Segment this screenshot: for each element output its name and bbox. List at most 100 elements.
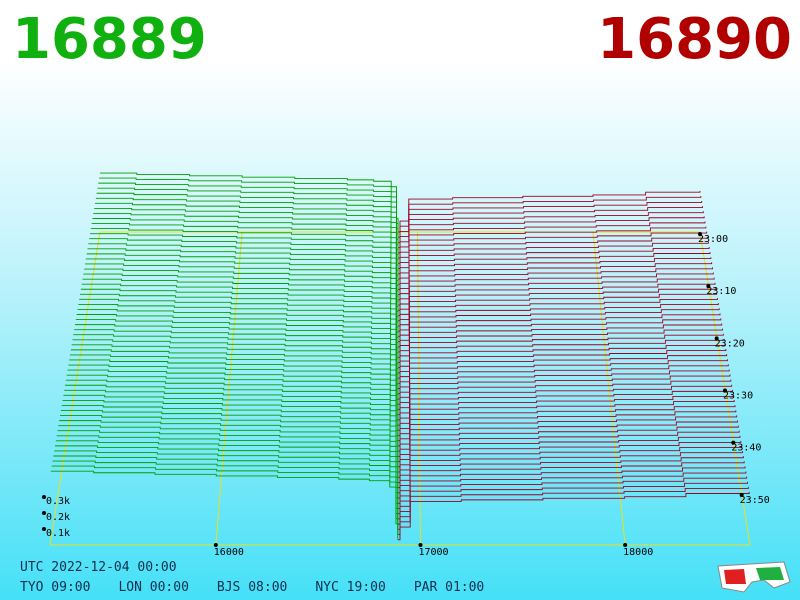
ask-depth-line (398, 349, 727, 395)
ask-depth-line (398, 430, 740, 478)
ask-depth-line (398, 354, 728, 400)
ask-depth-line (398, 328, 723, 374)
bid-depth-line (55, 445, 399, 514)
ask-depth-line (398, 231, 708, 275)
bid-depth-line (62, 399, 399, 467)
ask-depth-line (398, 318, 722, 363)
bid-depth-line (90, 233, 399, 295)
z-tick-dot (42, 511, 46, 515)
ask-depth-line (398, 211, 704, 254)
ask-depth-line (398, 323, 723, 369)
bid-depth-line (90, 228, 399, 290)
ask-depth-line (398, 400, 735, 447)
ask-depth-line (398, 226, 707, 269)
ask-depth-line (398, 236, 708, 280)
ask-depth-line (398, 379, 732, 426)
zone-time: LON 00:00 (118, 580, 189, 595)
ask-depth-line (397, 476, 748, 525)
ask-depth-line (398, 338, 725, 384)
ask-depth-line (398, 415, 738, 462)
bid-depth-line (60, 415, 399, 483)
ask-depth-line (398, 267, 713, 311)
bid-depth-line (97, 187, 399, 248)
ask-depth-line (398, 420, 738, 468)
ask-depth-line (398, 272, 714, 316)
bid-depth-line (70, 354, 399, 420)
bid-depth-line (98, 182, 399, 243)
bid-depth-line (95, 202, 399, 264)
bid-depth-line (94, 207, 399, 269)
bid-depth-line (75, 324, 399, 389)
ask-price: 16890 (597, 7, 792, 72)
ask-depth-line (398, 445, 743, 494)
utc-time: UTC 2022-12-04 00:00 (20, 560, 177, 575)
ask-depth-line (398, 389, 733, 436)
bid-depth-line (54, 450, 399, 519)
ask-depth-line (398, 216, 705, 259)
ask-depth-line (398, 394, 734, 442)
bid-depth-line (66, 374, 399, 441)
ask-depth-line (398, 252, 711, 296)
bid-depth-line (52, 460, 399, 530)
bid-depth-line (85, 263, 399, 326)
bid-depth-line (67, 369, 399, 436)
x-tick-label: 16000 (214, 547, 244, 558)
bid-depth-line (93, 213, 399, 274)
bid-depth-line (91, 223, 399, 285)
bid-depth-line (89, 238, 399, 300)
ask-depth-line (398, 277, 715, 322)
ask-depth-line (398, 374, 731, 421)
ask-depth-line (398, 287, 717, 332)
time-tick-dot (723, 388, 727, 393)
bid-depth-line (80, 288, 399, 352)
bid-depth-line (59, 420, 399, 488)
bid-depth-line (55, 440, 399, 509)
bid-depth-line (81, 283, 399, 347)
ask-depth-line (397, 491, 750, 541)
bid-depth-line (100, 172, 399, 232)
ask-depth-line (398, 206, 703, 249)
ask-depth-line (398, 410, 737, 457)
bid-price: 16889 (12, 7, 207, 72)
ask-depth-line (398, 292, 718, 337)
ask-depth-line (398, 405, 736, 452)
time-tick-dot (739, 492, 744, 497)
bid-depth-line (86, 253, 399, 316)
ask-depth-line (398, 435, 741, 483)
bid-depth-line (76, 314, 399, 379)
bid-depth-line (99, 177, 399, 238)
ask-depth-line (397, 456, 744, 504)
bid-depth-line (68, 364, 399, 431)
bid-depth-line (88, 243, 399, 306)
bid-depth-line (69, 359, 399, 426)
ask-depth-line (397, 466, 746, 515)
3d-glasses-icon[interactable] (714, 558, 794, 598)
bid-depth-line (63, 394, 399, 462)
ask-depth-line (398, 195, 702, 238)
bid-depth-line (57, 430, 399, 499)
ask-depth-line (397, 461, 745, 509)
bid-depth-line (82, 278, 399, 342)
ask-depth-line (398, 246, 710, 290)
bid-depth-line (58, 425, 399, 493)
ask-depth-line (398, 257, 712, 301)
bid-depth-line (50, 470, 399, 540)
bid-depth-line (74, 329, 399, 394)
z-tick-dot (42, 495, 46, 499)
bid-depth-line (85, 258, 399, 321)
z-tick-label: 0.2k (46, 512, 70, 523)
bid-depth-line (60, 410, 399, 478)
x-tick-label: 18000 (623, 547, 653, 558)
ask-depth-line (398, 384, 733, 431)
bid-depth-line (75, 319, 399, 384)
ask-depth-line (398, 333, 724, 379)
zone-time: NYC 19:00 (315, 580, 386, 595)
ask-depth-line (398, 359, 728, 405)
bid-depth-line (92, 218, 399, 279)
z-tick-label: 0.1k (46, 528, 70, 539)
zone-time: PAR 01:00 (413, 580, 485, 595)
z-tick-dot (42, 527, 46, 531)
tick-dot (418, 543, 423, 547)
